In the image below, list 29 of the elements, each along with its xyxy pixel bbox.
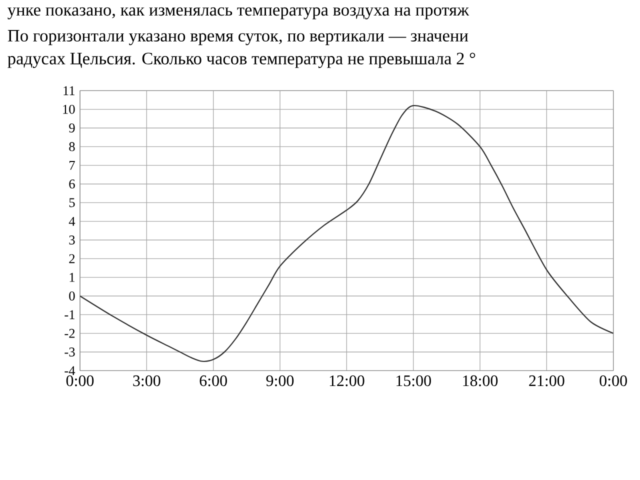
- x-tick-label: 3:00: [133, 375, 160, 386]
- x-tick-label: 21:00: [529, 375, 564, 386]
- y-tick-label: 3: [69, 236, 75, 244]
- x-tick-label: 9:00: [266, 375, 294, 386]
- y-tick-label: -4: [64, 366, 76, 376]
- y-tick-label: -3: [64, 348, 75, 356]
- y-tick-label: -1: [64, 310, 74, 320]
- x-tick-label: 15:00: [396, 375, 431, 386]
- x-tick-label: 18:00: [463, 375, 498, 386]
- line-series: [80, 105, 614, 362]
- text: унке показано, как изменялась температура воздуха на протяж: [8, 7, 470, 20]
- y-tick-label: 8: [69, 142, 75, 152]
- y-tick-label: 1: [70, 272, 74, 282]
- text: радусах Цельсия. Сколько часов температура не превышала 2 °: [8, 52, 476, 68]
- y-tick-label: 7: [70, 160, 75, 170]
- x-tick-label: 0:00: [600, 375, 627, 386]
- y-tick-label: 10: [63, 104, 75, 114]
- x-tick-label: 0:00: [66, 375, 94, 386]
- y-tick-label: 5: [69, 198, 75, 208]
- x-tick-label: 12:00: [330, 375, 364, 386]
- y-tick-label: 0: [69, 292, 75, 300]
- y-tick-label: 2: [69, 254, 75, 264]
- text: По горизонтали указано время суток, по вертикали — значени: [8, 30, 468, 46]
- y-tick-label: 6: [69, 180, 75, 188]
- y-tick-label: 4: [68, 216, 76, 226]
- x-tick-label: 6:00: [200, 375, 227, 386]
- y-tick-label: 11: [64, 86, 74, 96]
- y-tick-label: -2: [64, 328, 75, 338]
- y-tick-label: 9: [69, 124, 75, 132]
